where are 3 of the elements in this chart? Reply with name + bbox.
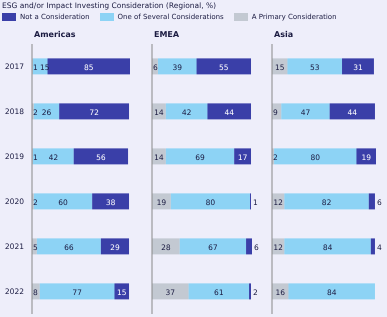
- chart-title: Asia: [274, 30, 294, 41]
- chart-title: EMEA: [154, 30, 180, 41]
- chart-title: Americas: [34, 30, 77, 41]
